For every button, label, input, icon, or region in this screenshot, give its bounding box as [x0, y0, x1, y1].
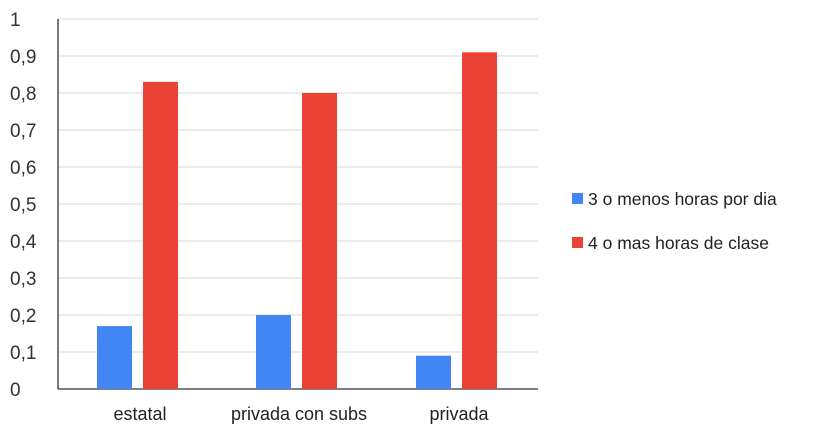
y-tick-label: 0,3	[10, 269, 36, 290]
gridlines	[58, 18, 538, 353]
bar-series-2-1	[302, 93, 337, 389]
y-tick-label: 0,5	[10, 195, 36, 216]
legend-label: 4 o mas horas de clase	[588, 233, 769, 253]
y-tick-label: 0,7	[10, 121, 36, 142]
y-tick-label: 0,9	[10, 47, 36, 68]
legend-label: 3 o menos horas por dia	[588, 189, 777, 209]
bar-series-1-0	[97, 326, 132, 389]
x-category-label: privada	[429, 404, 489, 424]
bar-series-1-2	[416, 355, 451, 389]
bars	[97, 52, 497, 390]
y-tick-label: 0,4	[10, 232, 37, 253]
y-tick-label: 0,8	[10, 84, 36, 105]
x-category-label: estatal	[113, 404, 166, 424]
x-category-label: privada con subs	[231, 404, 367, 424]
bar-series-2-2	[462, 52, 497, 390]
legend-swatch	[572, 193, 583, 204]
y-tick-label: 0,1	[10, 343, 36, 364]
axes	[57, 19, 538, 390]
y-tick-label: 1	[10, 10, 21, 31]
bar-series-2-0	[143, 81, 178, 390]
bar-series-1-1	[256, 315, 291, 389]
y-axis-tick-labels: 0 0,1 0,2 0,3 0,4 0,5 0,6 0,7 0,8 0,9 1	[10, 10, 37, 401]
legend: 3 o menos horas por dia 4 o mas horas de …	[572, 189, 777, 253]
y-tick-label: 0,2	[10, 306, 36, 327]
y-tick-label: 0,6	[10, 158, 36, 179]
y-tick-label: 0	[10, 380, 21, 401]
x-axis-category-labels: estatal privada con subs privada	[113, 404, 489, 424]
legend-swatch	[572, 237, 583, 248]
